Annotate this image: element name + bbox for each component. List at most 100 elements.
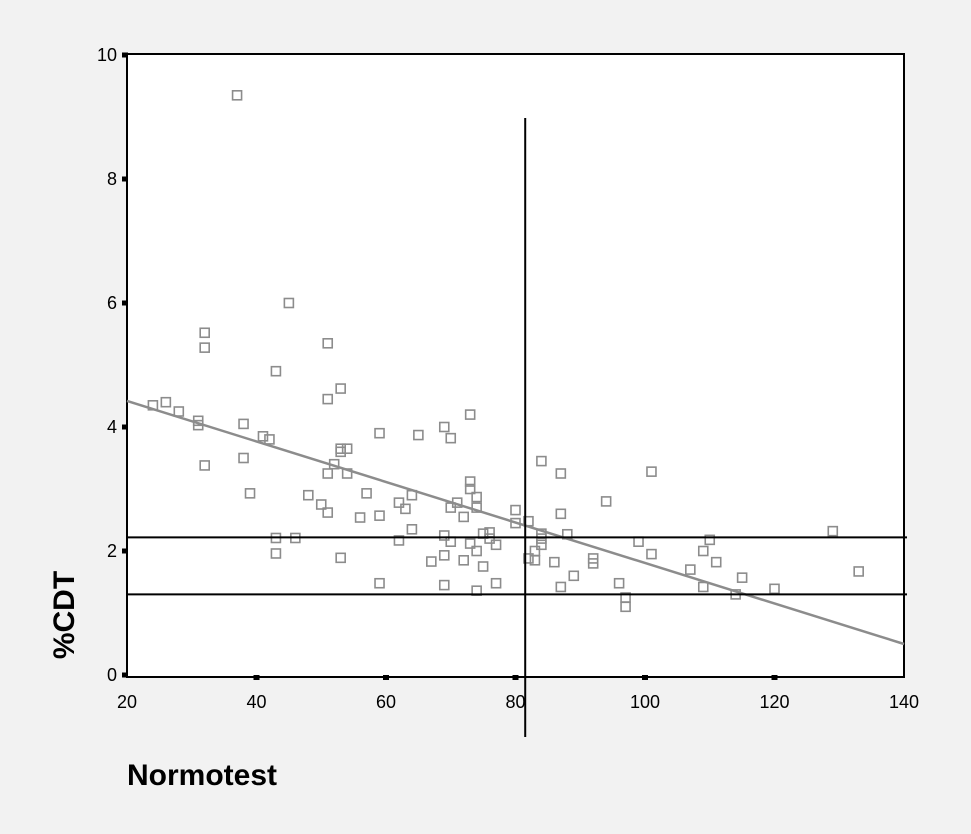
x-tick-label: 120	[759, 692, 789, 712]
y-tick-label: 6	[107, 293, 117, 313]
data-point	[406, 523, 418, 535]
data-point	[438, 421, 450, 433]
data-point	[600, 496, 612, 507]
data-point	[173, 406, 185, 417]
x-tick-mark	[771, 675, 778, 680]
data-point	[238, 418, 249, 430]
y-tick-label: 4	[107, 417, 117, 437]
data-point	[283, 297, 295, 309]
data-point	[471, 545, 482, 557]
data-point	[646, 466, 657, 477]
y-tick-label: 8	[107, 169, 117, 189]
x-tick-label: 40	[246, 692, 266, 712]
data-point	[335, 552, 346, 564]
data-point	[464, 409, 476, 420]
data-point	[471, 491, 482, 503]
data-point	[555, 581, 567, 593]
data-point	[393, 497, 405, 508]
data-point	[523, 515, 534, 527]
data-point	[587, 558, 599, 569]
data-point	[510, 504, 521, 516]
data-point	[477, 561, 489, 572]
data-point	[270, 548, 282, 559]
data-point	[322, 468, 334, 479]
regression-layer	[126, 399, 905, 646]
data-point	[406, 489, 418, 501]
data-point	[438, 530, 450, 541]
data-point	[199, 460, 210, 471]
y-tick-mark	[122, 424, 128, 430]
data-point	[426, 556, 437, 567]
data-point	[361, 488, 372, 499]
data-point	[199, 327, 210, 339]
x-tick-mark	[642, 675, 648, 680]
data-point	[147, 399, 159, 411]
data-point	[374, 510, 385, 521]
data-point	[555, 468, 567, 479]
data-point	[438, 579, 450, 591]
y-tick-mark	[122, 548, 128, 554]
data-point	[341, 468, 353, 479]
data-point	[853, 566, 864, 577]
x-tick-mark	[512, 675, 519, 680]
data-point	[620, 601, 631, 613]
x-tick-label: 20	[117, 692, 137, 712]
data-point	[490, 539, 502, 551]
data-point	[199, 342, 210, 353]
data-point	[646, 548, 657, 560]
data-point	[523, 553, 534, 564]
data-point	[464, 538, 476, 549]
data-point	[536, 533, 547, 544]
data-point	[270, 365, 282, 377]
data-point	[510, 517, 521, 529]
data-point	[374, 427, 385, 439]
data-point	[445, 432, 457, 444]
data-point	[529, 545, 541, 557]
data-point	[393, 535, 405, 546]
data-point	[322, 393, 334, 405]
data-point	[458, 511, 470, 523]
data-point	[445, 502, 457, 513]
y-axis-title: %CDT	[48, 571, 81, 659]
data-point	[335, 446, 346, 458]
data-point	[736, 572, 748, 583]
data-point	[549, 556, 560, 568]
data-point	[536, 455, 547, 467]
axes-layer: 0 2 4 6 8 10 20 40 60 80 100 120 140	[97, 45, 919, 712]
data-point	[490, 577, 502, 589]
y-tick-mark	[122, 176, 128, 182]
regression-line	[126, 399, 905, 646]
data-point	[231, 90, 243, 101]
data-point	[827, 525, 839, 537]
data-point	[244, 488, 256, 499]
data-point	[561, 528, 573, 540]
y-tick-label: 0	[107, 665, 117, 685]
x-axis-title: Normotest	[127, 759, 277, 792]
data-point	[302, 489, 314, 501]
data-point	[568, 570, 580, 582]
reference-lines-layer	[127, 118, 907, 737]
data-point	[710, 556, 722, 568]
data-point	[413, 429, 424, 441]
data-point	[374, 577, 385, 589]
x-tick-label: 100	[630, 692, 660, 712]
data-point	[354, 512, 366, 523]
data-point	[697, 545, 709, 557]
data-point	[458, 554, 470, 566]
data-point	[238, 452, 249, 464]
data-point	[685, 564, 696, 575]
data-point	[160, 396, 172, 408]
data-point	[328, 458, 340, 470]
points-layer	[147, 90, 864, 613]
data-point	[555, 508, 567, 520]
data-point	[322, 337, 334, 349]
data-point	[484, 533, 495, 544]
x-tick-mark	[383, 675, 389, 680]
data-point	[464, 476, 476, 487]
data-point	[335, 383, 346, 394]
plot-area	[126, 53, 905, 678]
data-point	[704, 534, 716, 546]
x-tick-mark	[253, 675, 260, 680]
data-point	[769, 583, 780, 595]
